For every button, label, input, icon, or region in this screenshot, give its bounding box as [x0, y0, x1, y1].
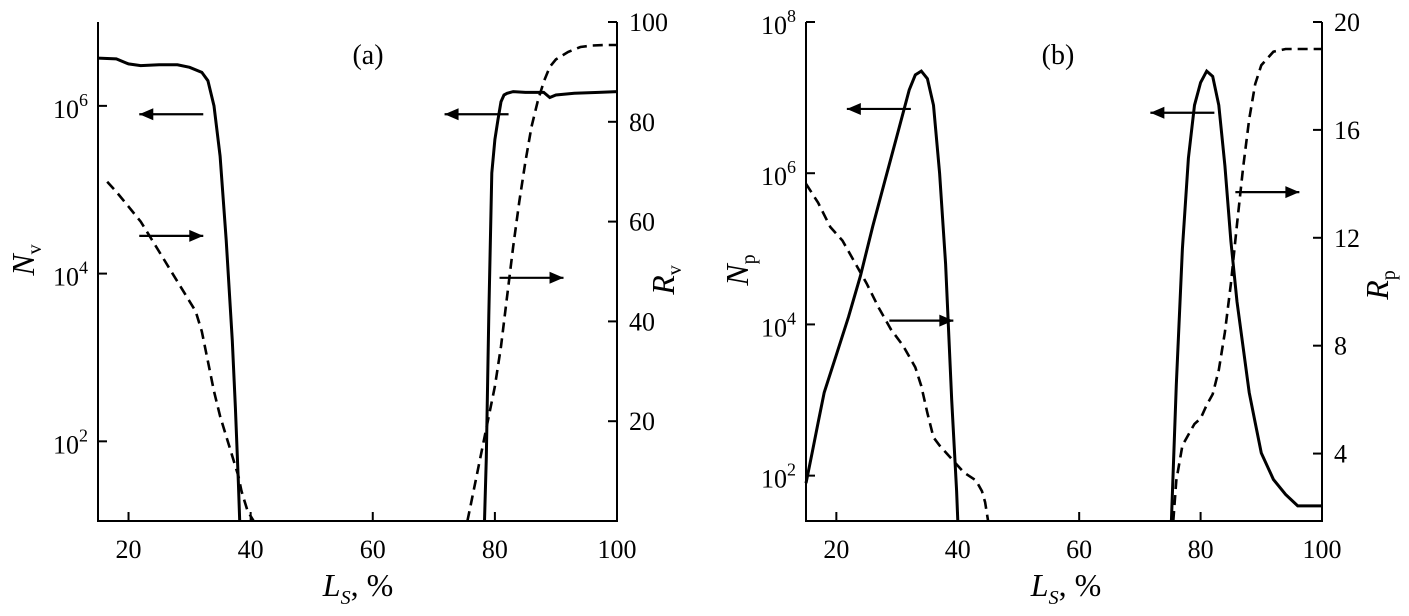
panel-a-ticks: 20 40 60 80 100 102 104 106 20 40 60 80 100 [53, 8, 668, 564]
panel-a: (a) 20 40 60 80 100 102 104 106 20 40 60 80 100 LS, … [5, 8, 686, 609]
panel-b-axis-arrow-left-icon [846, 102, 911, 115]
panel-b-series-3-right-dashed-line [804, 183, 990, 522]
panel-a-right-tick-label: 20 [629, 407, 655, 436]
panel-a-series-3-right-dashed-line [106, 180, 255, 522]
panel-a-right-axis-title: Rv [645, 265, 686, 296]
panel-b-left-tick-label: 106 [761, 157, 796, 191]
panel-a-left-axis-title: Nv [5, 244, 46, 276]
panel-b-x-tick-label: 20 [823, 535, 849, 564]
panel-b-axis-arrow-right-icon [889, 314, 954, 327]
panel-b-arrow-head [1150, 106, 1165, 119]
panel-a-series-4-right-dashed-line [466, 43, 617, 522]
panel-b-x-tick-label: 60 [1066, 535, 1092, 564]
panel-b-left-tick-label: 102 [761, 460, 796, 494]
panel-a-arrow-head [444, 108, 459, 121]
panel-a-x-axis-title: LS, % [322, 567, 393, 609]
panel-a-x-tick-label: 100 [598, 535, 637, 564]
panel-a-x-tick-label: 40 [238, 535, 264, 564]
panel-a-left-tick-label: 104 [53, 258, 88, 292]
panel-a-axis-arrow-left-icon [444, 108, 509, 121]
panel-b-series-1-left-solid-line [804, 69, 960, 522]
panel-b-axes [805, 22, 1323, 522]
panel-a-axes [97, 22, 618, 522]
panel-a-arrow-head [139, 108, 154, 121]
panel-a-axis-arrow-left-icon [139, 108, 204, 121]
panel-a-x-tick-label: 80 [482, 535, 508, 564]
panel-a-series-1-left-solid-line [97, 56, 242, 522]
panel-b-x-tick-label: 80 [1188, 535, 1214, 564]
panel-b-x-axis-title: LS, % [1030, 567, 1101, 609]
panel-b-left-axis-title: Np [719, 254, 760, 286]
panel-b-axis-arrow-left-icon [1150, 106, 1215, 119]
panel-a-axis-arrow-right-icon [139, 229, 204, 242]
panel-b-arrows [846, 102, 1300, 327]
panel-b-left-tick-label: 108 [761, 6, 796, 40]
panel-a-x-tick-label: 20 [116, 535, 142, 564]
panel-b-curves [804, 47, 1322, 522]
panel-b-right-tick-label: 12 [1334, 224, 1360, 253]
panel-a-arrow-head [549, 271, 564, 284]
panel-b-right-tick-label: 20 [1334, 8, 1360, 37]
panel-b-series-2-left-solid-line [1169, 68, 1322, 522]
panel-a-x-tick-label: 60 [360, 535, 386, 564]
panel-b-ticks: 20 40 60 80 100 102 104 106 108 4 8 12 16 20 [761, 6, 1360, 564]
panel-b-series-4-right-dashed-line [1172, 47, 1322, 522]
panel-a-curves [97, 43, 618, 522]
panel-b-axis-arrow-right-icon [1235, 186, 1300, 199]
panel-a-left-tick-label: 102 [53, 425, 88, 459]
panel-a-right-tick-label: 40 [629, 307, 655, 336]
panel-a-left-tick-label: 106 [53, 90, 88, 124]
panel-b-right-axis-title: Rp [1359, 270, 1400, 301]
panel-a-arrows [139, 108, 564, 284]
panel-b-right-tick-label: 4 [1334, 440, 1347, 469]
panel-a-right-tick-label: 80 [629, 108, 655, 137]
panel-b-right-tick-label: 16 [1334, 116, 1360, 145]
panel-a-axis-arrow-right-icon [499, 271, 564, 284]
panel-b-left-tick-label: 104 [761, 308, 796, 342]
panel-b-arrow-head [846, 102, 861, 115]
panel-a-right-tick-label: 60 [629, 208, 655, 237]
panel-b-x-tick-label: 40 [945, 535, 971, 564]
panel-b-right-tick-label: 8 [1334, 332, 1347, 361]
panel-b-x-tick-label: 100 [1303, 535, 1342, 564]
panel-a-series-2-left-solid-line [483, 90, 618, 522]
panel-b-arrow-head [939, 314, 954, 327]
panel-b-arrow-head [1285, 186, 1300, 199]
panel-b: (b) 20 40 60 80 100 102 104 106 108 4 8 12 16 20 LS, … [719, 6, 1400, 609]
panel-a-right-tick-label: 100 [629, 8, 668, 37]
panel-b-label: (b) [1042, 40, 1075, 71]
panel-a-arrow-head [189, 229, 204, 242]
panel-a-label: (a) [352, 40, 383, 71]
